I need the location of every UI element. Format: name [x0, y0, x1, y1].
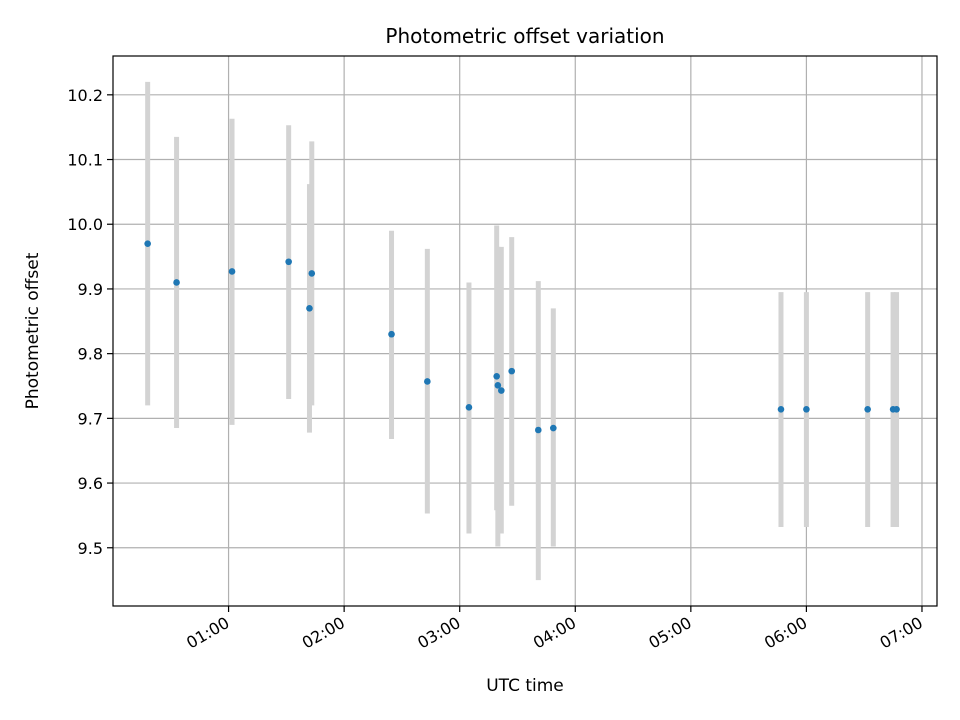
plot-area-frame — [112, 55, 938, 607]
point-layer — [144, 240, 900, 434]
y-tick-label: 10.1 — [67, 151, 103, 170]
data-point — [534, 426, 542, 434]
data-point — [306, 305, 313, 312]
data-point — [803, 405, 810, 413]
data-point — [285, 258, 292, 266]
data-point — [893, 405, 900, 413]
data-point — [173, 279, 180, 286]
y-tick-label: 9.9 — [78, 280, 103, 299]
y-axis-title: Photometric offset — [23, 252, 43, 409]
data-point — [508, 367, 516, 375]
y-tick-label: 9.8 — [78, 345, 103, 364]
y-tick-label: 9.5 — [78, 539, 103, 558]
data-point — [864, 405, 871, 413]
data-point — [550, 424, 557, 432]
y-axis: 9.5 9.6 9.7 9.8 9.9 10.0 10.1 10.2 — [67, 86, 113, 558]
data-point — [228, 268, 236, 275]
data-point — [498, 387, 505, 394]
data-point — [308, 270, 316, 277]
y-tick-label: 9.7 — [78, 409, 103, 428]
data-point — [493, 372, 500, 380]
x-axis-title: UTC time — [486, 676, 564, 696]
y-tick-label: 10.2 — [67, 86, 103, 105]
data-point — [144, 240, 151, 247]
data-point — [388, 330, 395, 338]
chart-title: Photometric offset variation — [385, 24, 664, 48]
y-tick-label: 10.0 — [67, 215, 103, 234]
data-point — [777, 405, 785, 413]
data-point — [465, 404, 473, 411]
data-point — [494, 382, 502, 389]
y-tick-label: 9.6 — [78, 474, 103, 493]
data-point — [424, 378, 431, 385]
